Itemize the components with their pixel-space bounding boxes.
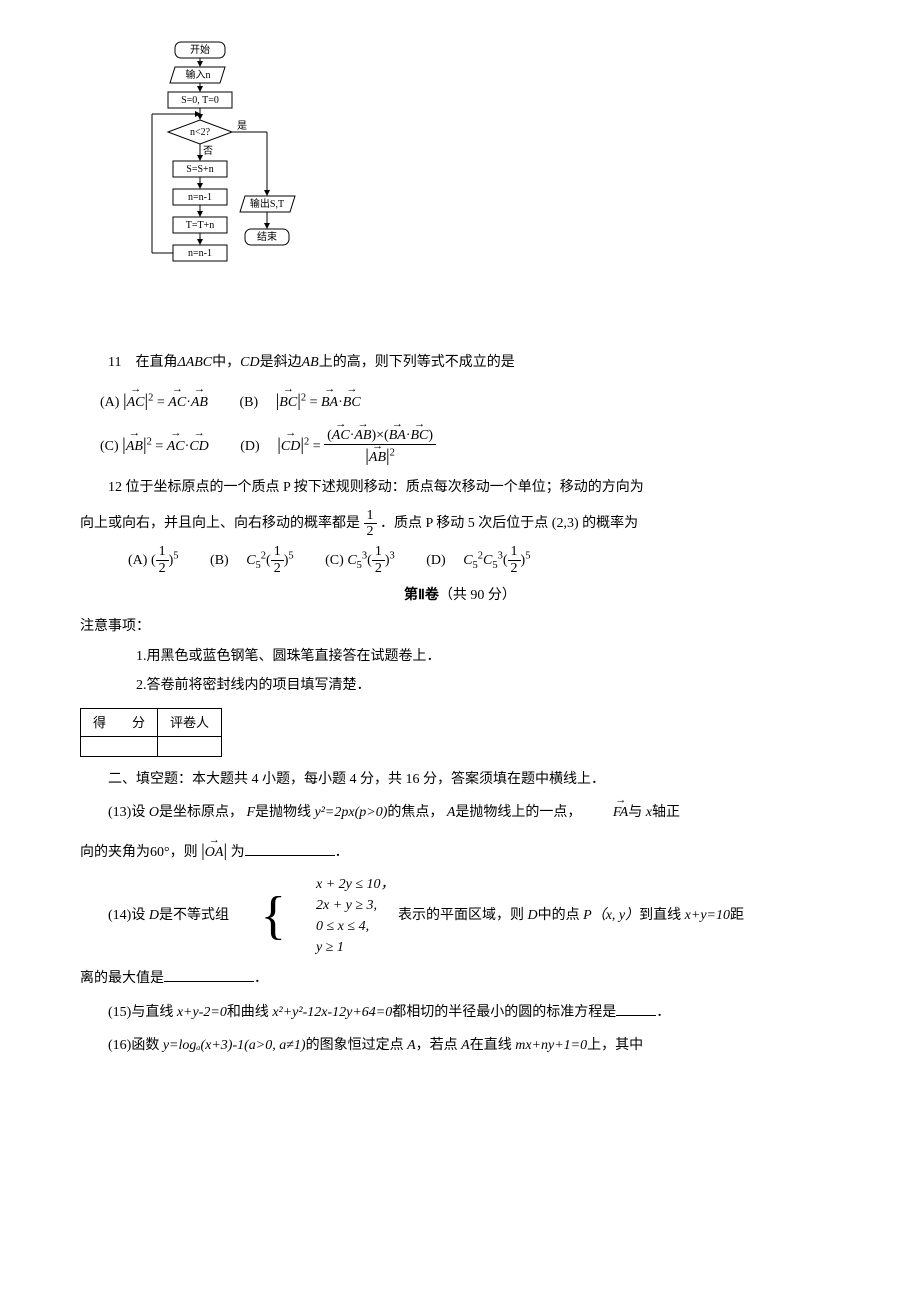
- fc-t: T=T+n: [186, 220, 215, 231]
- q13-line1: (13)设 O是坐标原点， F是抛物线 y²=2px(p>0)的焦点， A是抛物…: [80, 800, 840, 825]
- q15: (15)与直线 x+y-2=0和曲线 x²+y²-12x-12y+64=0都相切…: [80, 1000, 840, 1025]
- q11-stem: 11 在直角ΔABC中，CD是斜边AB上的高，则下列等式不成立的是: [80, 350, 840, 375]
- q15-blank: [616, 1002, 656, 1016]
- fc-n1: n=n-1: [188, 192, 212, 203]
- flowchart-figure: 开始 输入n S=0, T=0 n<2? 是 否 S=S+n n=n-1 T=T…: [140, 40, 310, 330]
- notes-2: 2.答卷前将密封线内的项目填写清楚．: [136, 673, 840, 698]
- q14-line2: 离的最大值是．: [80, 966, 840, 991]
- fc-output: 输出S,T: [250, 197, 284, 210]
- score-cell-1: 得 分: [81, 708, 158, 736]
- q11-options: (A) |AC|2 = AC·AB (B) |BC|2 = BA·BC (C) …: [100, 379, 840, 466]
- score-blank-2: [158, 737, 222, 757]
- q12-stem-line1: 12 位于坐标原点的一个质点 P 按下述规则移动：质点每次移动一个单位；移动的方…: [80, 475, 840, 500]
- score-cell-2: 评卷人: [158, 708, 222, 736]
- flowchart-svg: 开始 输入n S=0, T=0 n<2? 是 否 S=S+n n=n-1 T=T…: [140, 40, 310, 330]
- notes-1: 1.用黑色或蓝色钢笔、圆珠笔直接答在试题卷上．: [136, 644, 840, 669]
- q13-line2: 向的夹角为60°，则 |OA| 为．: [80, 834, 840, 867]
- fc-end: 结束: [257, 230, 277, 243]
- section-2-header: 第Ⅱ卷（共 90 分）: [80, 583, 840, 608]
- q13-blank: [245, 842, 335, 856]
- q12-stem-line2: 向上或向右，并且向上、向右移动的概率都是 12 ．质点 P 移动 5 次后位于点…: [80, 508, 840, 540]
- score-table: 得 分 评卷人: [80, 708, 222, 757]
- fc-input: 输入n: [186, 68, 211, 81]
- fc-start: 开始: [190, 43, 210, 56]
- q11-num: 11: [108, 355, 121, 370]
- fc-n2: n=n-1: [188, 248, 212, 259]
- q16: (16)函数 y=logₐ(x+3)-1(a>0, a≠1)的图象恒过定点 A，…: [80, 1033, 840, 1058]
- q12-options: (A) (12)5 (B) C52(12)5 (C) C53(12)3 (D) …: [100, 544, 840, 578]
- inequality-system: { x + 2y ≤ 10， 2x + y ≥ 3, 0 ≤ x ≤ 4, y …: [232, 874, 394, 958]
- notes-head: 注意事项：: [80, 614, 840, 639]
- fill-section-head: 二、填空题：本大题共 4 小题，每小题 4 分，共 16 分，答案须填在题中横线…: [80, 767, 840, 792]
- q14-line1: (14)设 D是不等式组 { x + 2y ≤ 10， 2x + y ≥ 3, …: [80, 874, 840, 958]
- fc-s: S=S+n: [186, 164, 213, 175]
- fc-init: S=0, T=0: [181, 95, 219, 106]
- fc-yes: 是: [237, 120, 247, 132]
- fc-no: 否: [203, 145, 213, 157]
- q12-num: 12: [108, 480, 122, 495]
- q14-blank: [164, 968, 254, 982]
- score-blank-1: [81, 737, 158, 757]
- fc-cond: n<2?: [190, 127, 211, 138]
